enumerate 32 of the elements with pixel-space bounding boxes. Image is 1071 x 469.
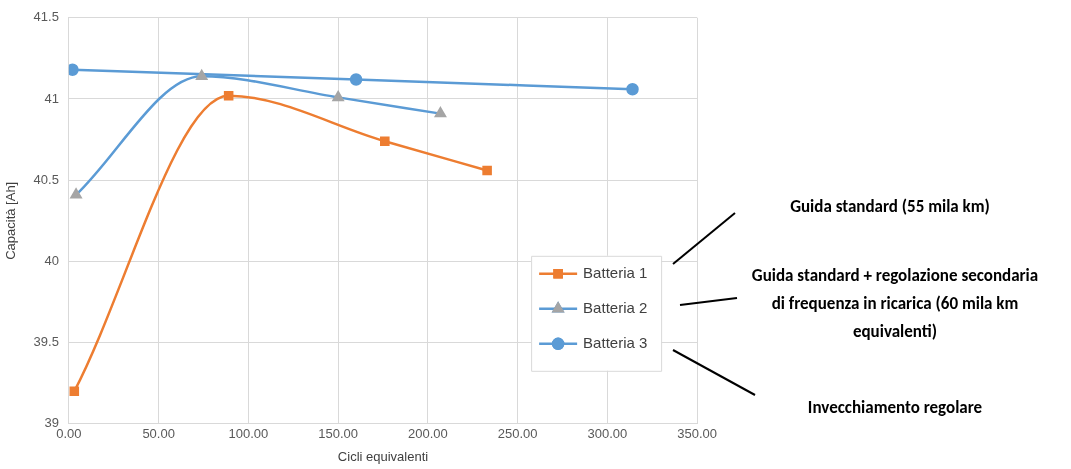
legend-label: Batteria 1 (583, 263, 648, 281)
point (349, 73, 363, 86)
text: Guida standard (55 mila km) (789, 195, 991, 219)
y-axis-title: Capacità [Ah] (3, 181, 19, 260)
point (332, 91, 344, 102)
point (69, 386, 80, 397)
x-tick-label: 250.00 (497, 426, 538, 442)
x-tick-label: 100.00 (228, 426, 269, 442)
x-tick-label: 350.00 (677, 426, 717, 442)
point (434, 107, 447, 118)
point (196, 70, 208, 81)
legend-label: Batteria 2 (583, 298, 648, 316)
text: Guida standard + regolazione secondaria di frequenza in ricarica (60 mila km equivalenti) (750, 264, 1040, 344)
x-tick-label: 300.00 (587, 426, 628, 442)
y-tick-label: 40.5 (33, 171, 59, 187)
x-tick-label: 200.00 (408, 426, 448, 442)
x-tick-label: 150.00 (318, 426, 359, 442)
y-tick-label: 41.5 (33, 9, 59, 25)
y-tick-label: 39.5 (33, 334, 59, 350)
text: Invecchiamento regolare (806, 396, 984, 420)
x-tick-label: 0.00 (56, 426, 82, 442)
y-tick-label: 40 (44, 252, 59, 268)
point (68, 63, 79, 77)
y-tick-label: 41 (44, 90, 59, 106)
point (70, 188, 82, 199)
point (482, 165, 492, 176)
x-tick-label: 50.00 (142, 426, 175, 442)
point (380, 136, 390, 147)
x-axis-title: Cicli equivalenti (337, 448, 429, 464)
point (223, 90, 234, 101)
point (626, 83, 639, 96)
legend-label: Batteria 3 (583, 333, 648, 351)
